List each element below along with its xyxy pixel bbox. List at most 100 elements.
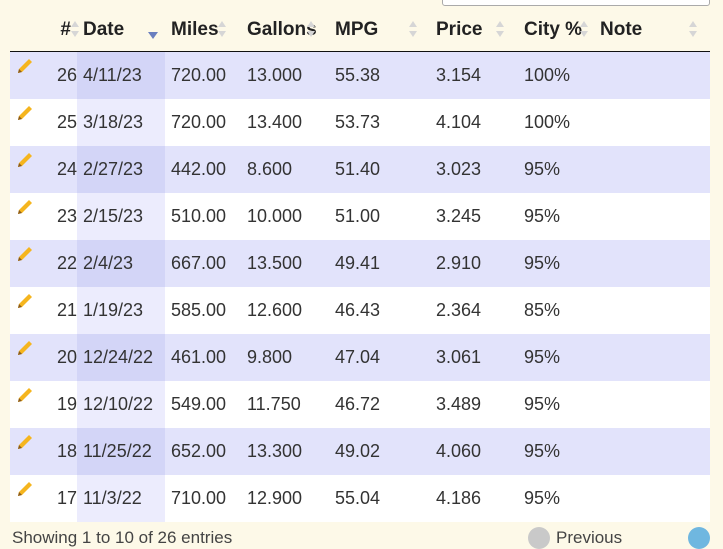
cell-miles: 710.00 [171,488,227,508]
cell-gallons: 13.000 [247,65,303,85]
cell-num: 18 [56,441,77,461]
pencil-icon [18,247,32,261]
search-input[interactable] [442,0,710,6]
header-price[interactable]: Price [430,9,518,51]
cell-date: 11/3/22 [77,475,165,522]
header-mpg-label: MPG [335,19,379,40]
cell-date: 11/25/22 [77,428,165,475]
cell-gallons: 8.600 [247,159,293,179]
cell-price: 2.364 [436,300,482,320]
cell-note [594,381,710,428]
previous-label[interactable]: Previous [556,528,623,547]
edit-button[interactable] [10,240,42,287]
pencil-icon [18,435,32,449]
cell-gallons: 13.500 [247,253,303,273]
cell-city: 95% [524,347,561,367]
header-gallons[interactable]: Gallons [241,9,329,51]
header-date[interactable]: Date [77,9,165,51]
cell-price: 3.154 [436,65,482,85]
cell-num: 25 [56,112,77,132]
table-row: 21 1/19/23 585.00 12.600 46.43 2.364 85% [10,287,710,334]
cell-date: 4/11/23 [77,52,165,99]
header-note[interactable]: Note [594,9,710,51]
cell-mpg: 46.72 [335,394,381,414]
table-body: 26 4/11/23 720.00 13.000 55.38 3.154 100… [10,52,710,522]
cell-note [594,193,710,240]
cell-note [594,475,710,522]
cell-city: 95% [524,488,561,508]
cell-city: 100% [524,112,571,132]
sort-arrows-icon [689,21,697,39]
cell-miles: 442.00 [171,159,227,179]
cell-city: 95% [524,394,561,414]
cell-date: 2/15/23 [77,193,165,240]
cell-note [594,334,710,381]
cell-mpg: 49.02 [335,441,381,461]
sort-arrows-icon [409,21,417,39]
cell-price: 3.489 [436,394,482,414]
edit-button[interactable] [10,334,42,381]
header-num[interactable]: # [42,9,79,51]
table-info: Showing 1 to 10 of 26 entries [12,528,233,547]
cell-date: 1/19/23 [77,287,165,334]
sort-arrows-icon [71,21,79,39]
cell-note [594,428,710,475]
cell-num: 17 [56,488,77,508]
previous-page-button[interactable] [528,527,550,549]
cell-num: 22 [56,253,77,273]
cell-gallons: 13.300 [247,441,303,461]
header-mpg[interactable]: MPG [329,9,430,51]
header-date-label: Date [83,19,125,40]
cell-price: 2.910 [436,253,482,273]
pencil-icon [18,200,32,214]
edit-button[interactable] [10,287,42,334]
edit-button[interactable] [10,146,42,193]
cell-note [594,287,710,334]
cell-mpg: 47.04 [335,347,381,367]
cell-miles: 549.00 [171,394,227,414]
header-miles[interactable]: Miles [165,9,241,51]
table-row: 23 2/15/23 510.00 10.000 51.00 3.245 95% [10,193,710,240]
cell-miles: 510.00 [171,206,227,226]
cell-num: 20 [56,347,77,367]
pencil-icon [18,106,32,120]
cell-gallons: 12.600 [247,300,303,320]
edit-button[interactable] [10,475,42,522]
header-city[interactable]: City % [518,9,594,51]
cell-city: 95% [524,441,561,461]
edit-button[interactable] [10,428,42,475]
header-edit [10,9,42,51]
sort-arrows-icon [218,21,226,39]
cell-mpg: 49.41 [335,253,381,273]
edit-button[interactable] [10,381,42,428]
edit-button[interactable] [10,52,42,99]
cell-miles: 720.00 [171,112,227,132]
cell-price: 4.104 [436,112,482,132]
edit-button[interactable] [10,99,42,146]
cell-date: 2/27/23 [77,146,165,193]
header-gallons-label: Gallons [247,19,317,40]
cell-price: 3.245 [436,206,482,226]
table-row: 19 12/10/22 549.00 11.750 46.72 3.489 95… [10,381,710,428]
cell-num: 23 [56,206,77,226]
pencil-icon [18,341,32,355]
cell-mpg: 51.00 [335,206,381,226]
table-row: 20 12/24/22 461.00 9.800 47.04 3.061 95% [10,334,710,381]
header-num-label: # [60,19,71,40]
edit-button[interactable] [10,193,42,240]
sort-descending-icon [148,32,158,39]
header-miles-label: Miles [171,19,219,40]
fuel-log-table: # Date Miles Gallons MPG Price City % N [10,9,710,522]
next-page-button[interactable] [688,527,710,549]
cell-mpg: 46.43 [335,300,381,320]
cell-city: 95% [524,253,561,273]
header-city-label: City % [524,19,583,40]
cell-mpg: 55.38 [335,65,381,85]
table-row: 26 4/11/23 720.00 13.000 55.38 3.154 100… [10,52,710,99]
cell-miles: 585.00 [171,300,227,320]
cell-date: 12/10/22 [77,381,165,428]
pencil-icon [18,388,32,402]
cell-gallons: 9.800 [247,347,293,367]
cell-date: 3/18/23 [77,99,165,146]
pencil-icon [18,153,32,167]
